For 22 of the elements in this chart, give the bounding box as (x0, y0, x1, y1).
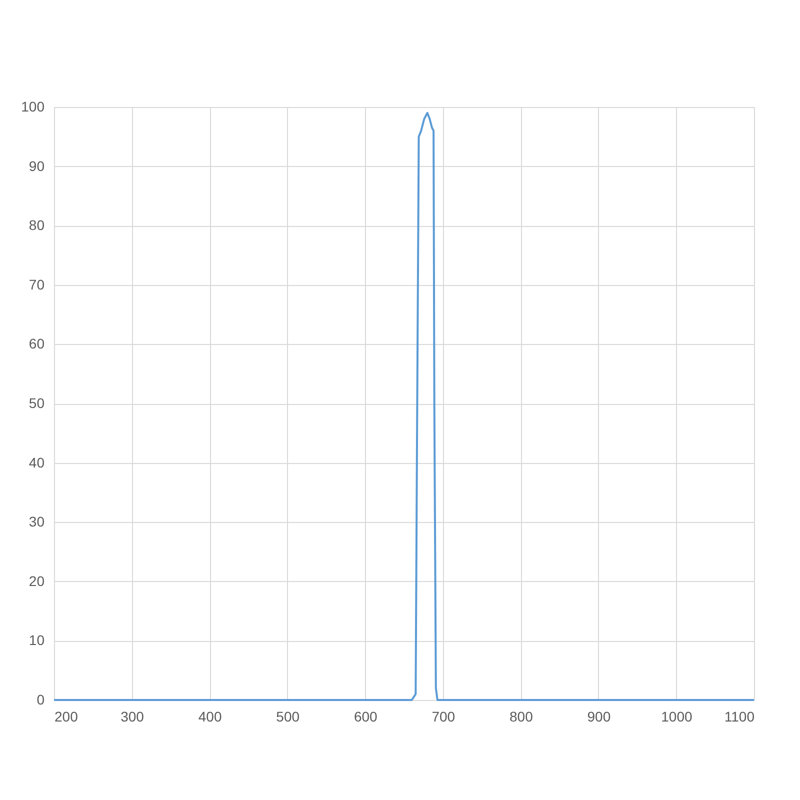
y-tick-label: 70 (28, 276, 45, 292)
y-tick-label: 0 (36, 692, 45, 708)
line-series (53, 112, 755, 701)
x-tick-label: 200 (54, 708, 78, 724)
y-tick-label: 50 (28, 395, 45, 411)
y-tick-label: 60 (28, 336, 45, 352)
x-tick-label: 800 (509, 708, 534, 724)
x-tick-label: 1100 (724, 708, 755, 724)
y-tick-label: 40 (28, 454, 45, 470)
x-tick-label: 300 (120, 708, 144, 724)
y-tick-label: 80 (28, 217, 45, 234)
y-tick-label: 100 (21, 98, 45, 114)
y-tick-label: 90 (28, 158, 45, 174)
y-tick-label: 30 (28, 514, 45, 530)
y-tick-label: 20 (28, 572, 45, 589)
x-tick-label: 400 (198, 708, 222, 724)
x-tick-label: 500 (276, 708, 300, 724)
x-tick-label: 900 (587, 708, 611, 724)
x-tick-label: 700 (432, 708, 456, 724)
y-tick-label: 10 (28, 632, 45, 648)
x-tick-label: 600 (354, 708, 378, 724)
x-tick-label: 1000 (661, 708, 693, 724)
